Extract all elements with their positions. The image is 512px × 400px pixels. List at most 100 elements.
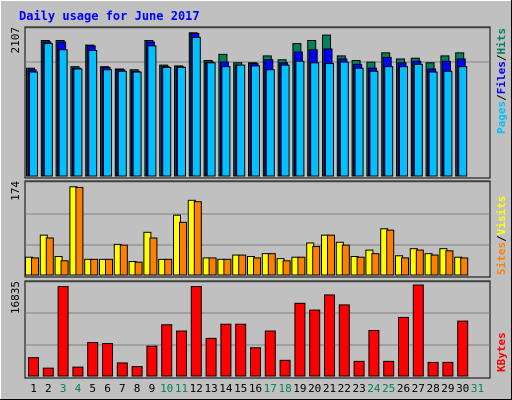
kbytes-bar — [190, 286, 202, 377]
sites-bar — [371, 253, 380, 276]
pages-bar — [191, 36, 201, 177]
kbytes-bar — [102, 343, 113, 377]
pages-bar — [251, 65, 260, 177]
x-axis-day-label: 17 — [264, 382, 277, 395]
x-axis-day-label: 25 — [382, 382, 395, 395]
sites-bar — [386, 229, 395, 276]
sites-bar — [282, 260, 291, 276]
pages-bar — [88, 50, 98, 177]
sites-bar — [208, 257, 217, 276]
x-axis-day-label: 9 — [149, 382, 156, 395]
kbytes-bar — [146, 345, 158, 377]
x-axis-day-label: 23 — [352, 382, 365, 395]
sites-bar — [60, 260, 69, 276]
legend-pages-files-hits: Pages/Files/Hits — [495, 28, 508, 134]
pages-bar — [384, 66, 394, 177]
sites-bar — [401, 257, 409, 276]
pages-bar — [147, 45, 157, 177]
kbytes-bar — [353, 360, 365, 377]
x-axis-day-label: 1 — [30, 382, 37, 395]
legend-kbytes: KBytes — [495, 332, 508, 372]
pages-bar — [354, 67, 364, 177]
pages-bar — [295, 60, 305, 177]
pages-bar — [399, 66, 408, 177]
pages-bar — [265, 69, 275, 177]
sites-bar — [149, 237, 158, 276]
kbytes-bar — [131, 366, 143, 377]
x-axis-day-label: 28 — [426, 382, 439, 395]
sites-bar — [119, 244, 128, 276]
pages-bar — [58, 49, 68, 177]
pages-bar — [325, 63, 334, 177]
x-axis-day-label: 21 — [323, 382, 336, 395]
x-axis-day-label: 3 — [60, 382, 67, 395]
kbytes-bar — [338, 304, 350, 377]
kbytes-bar — [398, 316, 409, 377]
x-axis-day-label: 31 — [471, 382, 484, 395]
kbytes-bar — [368, 330, 380, 377]
hits-panel-ymax-label: 2107 — [9, 27, 22, 54]
sites-bar — [253, 257, 261, 276]
kbytes-bar — [309, 309, 321, 377]
x-axis-day-label: 6 — [104, 382, 111, 395]
pages-bar — [162, 66, 172, 177]
x-axis-day-label: 12 — [190, 382, 203, 395]
sites-bar — [45, 237, 54, 276]
sites-bar — [327, 234, 335, 276]
x-axis-day-label: 10 — [160, 382, 173, 395]
sites-bar — [238, 254, 247, 276]
pages-bar — [339, 61, 349, 177]
pages-bar — [280, 64, 290, 177]
legend-sites-visits: Sites/Visits — [495, 196, 508, 276]
kbytes-bar — [42, 367, 54, 377]
pages-bar — [43, 43, 53, 177]
sites-bar — [223, 258, 232, 276]
kbytes-bar — [220, 323, 232, 377]
pages-bar — [103, 69, 112, 177]
sites-bar — [430, 254, 439, 276]
kbytes-bar — [442, 361, 454, 377]
sites-bar — [90, 258, 99, 276]
sites-bar — [297, 256, 306, 276]
kbytes-bar — [28, 357, 39, 377]
pages-bar — [29, 71, 38, 177]
sites-bar — [105, 258, 113, 276]
x-axis-day-label: 29 — [441, 382, 454, 395]
x-axis-day-label: 18 — [278, 382, 291, 395]
x-axis-day-label: 30 — [456, 382, 469, 395]
x-axis-day-label: 24 — [367, 382, 381, 395]
sites-bar — [31, 257, 39, 276]
x-axis-day-label: 11 — [175, 382, 188, 395]
x-axis-day-label: 8 — [134, 382, 141, 395]
sites-bar — [445, 250, 454, 276]
sites-bar — [75, 186, 84, 276]
pages-bar — [443, 70, 453, 177]
sites-bar — [415, 249, 424, 276]
pages-bar — [177, 66, 186, 177]
x-axis-day-label: 7 — [119, 382, 126, 395]
pages-bar — [413, 63, 423, 177]
pages-bar — [458, 66, 468, 177]
kbytes-bar — [57, 286, 69, 377]
kbytes-bar — [264, 330, 276, 377]
legend-visits: Visits — [495, 196, 508, 236]
x-axis-day-label: 22 — [338, 382, 351, 395]
pages-bar — [73, 68, 83, 177]
kbytes-bar — [205, 337, 217, 377]
x-axis-day-label: 4 — [75, 382, 82, 395]
x-axis-day-label: 13 — [204, 382, 217, 395]
kbytes-bar — [457, 320, 469, 377]
sites-bar — [267, 253, 276, 276]
kbytes-bar — [87, 342, 99, 377]
legend-pages: Pages — [495, 101, 508, 134]
pages-bar — [132, 71, 142, 177]
sites-bar — [179, 221, 187, 276]
x-axis-day-label: 16 — [249, 382, 262, 395]
chart-title: Daily usage for June 2017 — [19, 9, 200, 23]
kbytes-bar — [72, 366, 84, 377]
x-axis-day-label: 27 — [412, 382, 425, 395]
kbytes-bar — [161, 324, 173, 377]
kbytes-bar — [412, 284, 424, 377]
x-axis-day-label: 2 — [45, 382, 52, 395]
